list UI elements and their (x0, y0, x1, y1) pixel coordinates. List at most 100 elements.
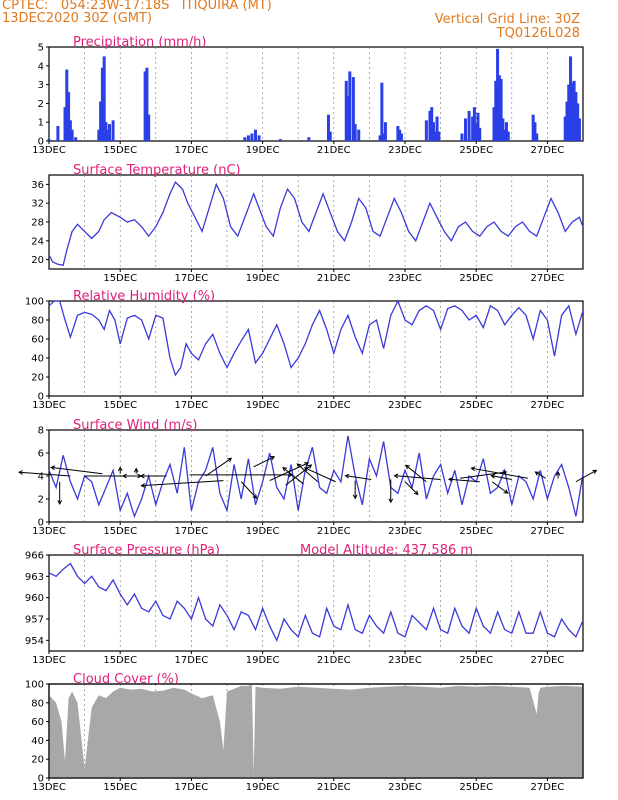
precip-bar (250, 133, 254, 141)
wind-arrow (253, 456, 275, 468)
panel-title: Cloud Cover (%) (73, 672, 179, 687)
precip-bar (437, 131, 441, 141)
x-tick-label: 27DEC (531, 655, 565, 666)
precip-bar (380, 82, 384, 141)
x-tick-label: 19DEC (246, 782, 280, 793)
wind-arrow (304, 467, 336, 483)
panel-frame (48, 554, 584, 652)
wind-arrow (345, 475, 372, 480)
precip-bar (496, 48, 500, 141)
precip-bar (383, 122, 387, 141)
x-tick-label: 15DEC (103, 782, 137, 793)
precip-bar (497, 75, 501, 141)
x-tick-label: 13DEC (32, 655, 66, 666)
precip-bar (111, 120, 115, 141)
y-tick-label: 20 (31, 373, 44, 384)
wind-arrow (404, 481, 419, 495)
x-tick-label: 25DEC (459, 655, 493, 666)
wind-arrow (19, 471, 71, 477)
precip-bar (565, 101, 569, 141)
precip-bar (102, 56, 106, 141)
wind-arrow-head (592, 469, 598, 474)
wind-arrow-head (534, 471, 540, 476)
y-tick-label: 8 (38, 426, 44, 437)
wind-arrow-head (413, 490, 419, 496)
y-tick-label: 960 (25, 593, 44, 604)
precip-bar (431, 122, 435, 141)
model-code: TQ0126L028 (496, 26, 580, 41)
precip-bar (430, 107, 434, 141)
panel-frame (48, 683, 584, 779)
y-tick-label: 0 (38, 137, 44, 148)
wind-arrow (405, 464, 427, 483)
precip-bar (464, 118, 468, 141)
x-tick-label: 25DEC (459, 782, 493, 793)
x-tick-label: 21DEC (317, 526, 351, 537)
precip-bar (428, 110, 432, 141)
wind-arrow-head (307, 464, 313, 469)
precip-bar (563, 116, 567, 141)
precip-bar (68, 120, 72, 141)
precip-bar (577, 118, 581, 141)
precip-bar (467, 110, 471, 141)
y-tick-label: 963 (25, 572, 44, 583)
series-line (48, 299, 584, 377)
x-tick-label: 19DEC (246, 273, 280, 284)
y-tick-label: 60 (31, 335, 44, 346)
precip-bar (572, 80, 576, 141)
precip-bar (147, 114, 151, 141)
y-tick-label: 100 (25, 680, 44, 691)
wind-arrow (491, 475, 512, 480)
y-tick-label: 80 (31, 698, 44, 709)
precip-bar (476, 112, 480, 141)
precip-bar (398, 129, 402, 141)
y-tick-label: 3 (38, 80, 44, 91)
x-tick-label: 17DEC (175, 526, 209, 537)
panel-frame (48, 300, 584, 397)
precip-bar (63, 107, 67, 141)
wind-arrow (240, 481, 257, 499)
precip-bar (351, 77, 355, 141)
x-tick-label: 17DEC (175, 145, 209, 156)
y-tick-label: 40 (31, 736, 44, 747)
precip-bar (433, 131, 437, 141)
x-tick-label: 25DEC (459, 526, 493, 537)
precip-bar (474, 124, 478, 141)
wind-arrow-head (252, 494, 258, 499)
precip-bar (460, 133, 464, 141)
panel-title: Relative Humidity (%) (73, 289, 215, 304)
precip-bar (346, 95, 350, 141)
x-tick-label: 21DEC (317, 400, 351, 411)
wind-arrow-head (503, 489, 509, 494)
y-tick-label: 20 (31, 755, 44, 766)
wind-arrow-head (304, 462, 310, 467)
grid-line-note: Vertical Grid Line: 30Z (434, 12, 580, 27)
precip-bar (478, 127, 482, 141)
date-header: 13DEC2020 30Z (GMT) (2, 11, 153, 26)
x-tick-label: 25DEC (459, 145, 493, 156)
precip-bar (47, 139, 51, 141)
wind-arrow (448, 478, 480, 483)
x-tick-label: 13DEC (32, 400, 66, 411)
precip-bar (326, 114, 330, 141)
x-tick-label: 17DEC (175, 655, 209, 666)
wind-arrow (296, 463, 319, 483)
precip-bar (99, 101, 103, 141)
wind-arrow-head (470, 466, 476, 472)
wind-arrow (394, 475, 441, 480)
y-tick-label: 4 (38, 61, 44, 72)
wind-arrow-head (352, 494, 358, 500)
precip-bar (145, 67, 149, 141)
x-tick-label: 15DEC (103, 273, 137, 284)
precip-bar (472, 107, 476, 141)
x-tick-label: 21DEC (317, 145, 351, 156)
x-tick-label: 19DEC (246, 400, 280, 411)
wind-arrow-head (303, 467, 309, 472)
wind-arrow-head (140, 483, 146, 488)
wind-arrow (491, 481, 508, 494)
y-tick-label: 28 (31, 218, 44, 229)
wind-arrow (51, 466, 103, 475)
x-tick-label: 27DEC (531, 526, 565, 537)
x-tick-label: 17DEC (175, 400, 209, 411)
precip-bar (357, 129, 361, 141)
